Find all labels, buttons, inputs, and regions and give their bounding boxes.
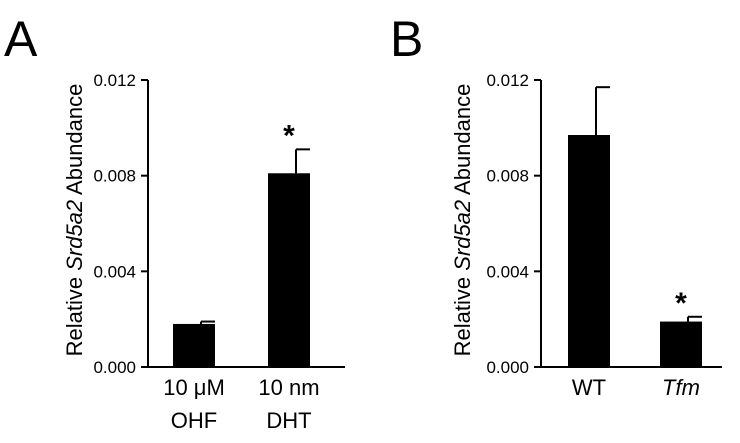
x-tick-label-a-2: 10 nm	[258, 375, 319, 400]
x-tick-label-a-1: 10 μM	[163, 375, 225, 400]
bar-b-2	[660, 321, 702, 367]
bar-a-2	[268, 173, 310, 367]
y-axis-label-a: Relative Srd5a2 Abundance	[62, 84, 87, 357]
x-tick-label-b-1: WT	[572, 375, 606, 400]
y-tick-label-a: 0.008	[93, 167, 136, 186]
y-tick-label-b: 0.004	[486, 262, 529, 281]
y-tick-label-a: 0.000	[93, 358, 136, 377]
panel-label-a: A	[4, 11, 38, 67]
x-tick-label-a-1-line2: OHF	[171, 408, 217, 433]
panel-label-b: B	[390, 11, 423, 67]
significance-star-b: *	[675, 287, 687, 320]
panel-a: A Relative Srd5a2 Abundance 0.000 0.004 0.…	[4, 11, 345, 433]
x-tick-label-b-2: Tfm	[662, 375, 700, 400]
panel-b: B Relative Srd5a2 Abundance 0.000 0.004 0.…	[390, 11, 722, 400]
y-tick-label-b: 0.012	[486, 71, 529, 90]
y-tick-label-b: 0.008	[486, 167, 529, 186]
bar-b-1	[568, 135, 610, 367]
y-axis-label-b: Relative Srd5a2 Abundance	[450, 84, 475, 357]
y-tick-label-b: 0.000	[486, 358, 529, 377]
significance-star-a: *	[283, 119, 295, 152]
x-tick-label-a-2-line2: DHT	[266, 408, 311, 433]
y-tick-label-a: 0.012	[93, 71, 136, 90]
y-tick-label-a: 0.004	[93, 262, 136, 281]
bar-a-1	[173, 323, 215, 367]
